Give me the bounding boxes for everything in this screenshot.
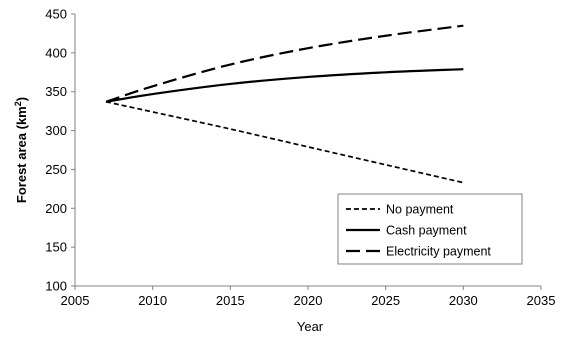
x-tick-label: 2005 <box>61 293 90 308</box>
series-line-electricity-payment <box>105 24 464 103</box>
axes <box>71 13 542 290</box>
x-tick-label: 2020 <box>294 293 323 308</box>
x-tick-label: 2015 <box>216 293 245 308</box>
x-tick-label: 2010 <box>138 293 167 308</box>
series-lines <box>105 24 464 184</box>
y-tick-label: 400 <box>45 45 67 60</box>
series-line-cash-payment <box>105 68 464 103</box>
legend: No payment Cash payment Electricity paymen… <box>337 193 523 265</box>
y-axis-title-main: Forest area (km <box>14 106 29 203</box>
y-tick-label: 350 <box>45 84 67 99</box>
x-tick-label: 2035 <box>527 293 556 308</box>
x-tick-label: 2025 <box>371 293 400 308</box>
x-tick-label: 2030 <box>449 293 478 308</box>
x-axis-title: Year <box>297 319 324 334</box>
legend-label-cash-payment: Cash payment <box>386 224 467 238</box>
series-line-no-payment <box>105 100 464 184</box>
y-axis-title-close: ) <box>14 97 29 101</box>
legend-label-electricity-payment: Electricity payment <box>386 245 491 259</box>
legend-label-no-payment: No payment <box>386 203 454 217</box>
y-axis-title: Forest area (km2) <box>13 97 29 203</box>
tick-labels: 100 150 200 250 300 350 400 450 2005 2010 2015 2020… <box>45 7 555 309</box>
y-tick-label: 450 <box>45 7 67 22</box>
y-axis-title-superscript: 2 <box>13 101 23 106</box>
y-tick-label: 100 <box>45 279 67 294</box>
legend-items: No payment Cash payment Electricity paymen… <box>346 203 491 259</box>
y-tick-label: 250 <box>45 162 67 177</box>
y-tick-label: 200 <box>45 201 67 216</box>
y-tick-label: 150 <box>45 240 67 255</box>
y-tick-label: 300 <box>45 123 67 138</box>
